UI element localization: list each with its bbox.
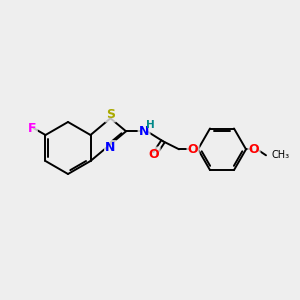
Text: H: H — [146, 120, 154, 130]
Text: O: O — [149, 148, 159, 161]
Text: O: O — [249, 143, 259, 156]
Text: N: N — [105, 141, 116, 154]
Text: F: F — [28, 122, 37, 134]
Text: CH₃: CH₃ — [271, 150, 289, 160]
Text: S: S — [106, 108, 115, 121]
Text: O: O — [188, 143, 198, 156]
Text: N: N — [139, 125, 149, 138]
